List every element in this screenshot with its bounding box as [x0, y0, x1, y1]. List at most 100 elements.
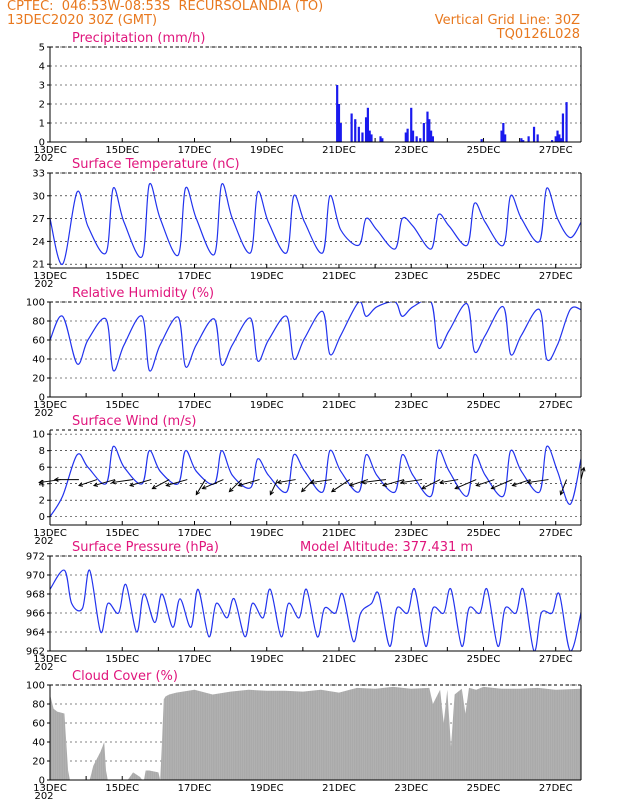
panel-title: Surface Wind (m/s)	[72, 414, 196, 429]
x-year-label: 202	[34, 791, 53, 800]
series-line	[50, 445, 581, 518]
precip-bar	[368, 130, 371, 142]
x-tick-label: 23DEC	[394, 783, 428, 794]
wind-vector-head	[511, 482, 517, 487]
x-tick-label: 15DEC	[105, 783, 139, 794]
x-tick-label: 27DEC	[539, 400, 573, 411]
precip-bar	[429, 130, 433, 142]
precip-bar	[404, 132, 407, 142]
wind-vector-head	[276, 479, 282, 485]
y-tick-label: 80	[32, 700, 45, 711]
y-tick-label: 0	[39, 138, 45, 149]
series-line	[50, 302, 581, 372]
precip-bar	[419, 138, 422, 142]
x-tick-label: 17DEC	[178, 528, 212, 539]
wind-vector-head	[400, 479, 405, 485]
panel-title: Surface Pressure (hPa)	[72, 540, 219, 555]
y-tick-label: 8	[39, 446, 45, 457]
x-tick-label: 27DEC	[539, 783, 573, 794]
wind-vector	[277, 479, 296, 484]
x-year-label: 202	[34, 536, 53, 547]
wind-vector	[152, 479, 170, 490]
y-tick-label: 5	[39, 43, 45, 54]
precip-bar	[502, 123, 505, 142]
panel-6: 0 20 40 60 80 100 13DEC 15DEC 17DEC 19DEC 21DEC 23D…	[26, 669, 582, 800]
precip-bar	[411, 130, 415, 142]
x-year-label: 202	[34, 153, 53, 164]
panel-title: Surface Temperature (nC)	[72, 157, 240, 172]
wind-vector-head	[151, 484, 157, 490]
header-station: CPTEC: 046:53W-08:53S RECURSOLANDIA (TO)	[7, 0, 324, 14]
x-tick-label: 23DEC	[394, 400, 428, 411]
x-tick-label: 19DEC	[250, 271, 284, 282]
panel-1: 0 1 2 3 4 5 13DEC 15DEC 17DEC 19DEC 21DEC 23DEC 25DE…	[33, 31, 582, 164]
wind-vector	[476, 479, 495, 487]
precip-bar	[364, 117, 368, 142]
wind-vector-head	[475, 482, 481, 487]
y-tick-label: 968	[26, 590, 45, 601]
precip-bar	[354, 119, 357, 142]
precip-bar	[415, 136, 418, 142]
wind-vector	[166, 479, 188, 487]
precip-bar	[536, 134, 539, 142]
wind-vector	[78, 479, 98, 487]
y-tick-label: 30	[32, 191, 45, 202]
wind-vector-head	[165, 482, 171, 487]
y-tick-label: 27	[32, 214, 45, 225]
y-tick-label: 40	[32, 738, 45, 749]
x-tick-label: 19DEC	[250, 783, 284, 794]
y-tick-label: 970	[26, 571, 45, 582]
y-tick-label: 33	[32, 169, 45, 180]
x-tick-label: 13DEC	[33, 145, 67, 156]
precip-bar	[556, 130, 559, 142]
wind-vector-head	[53, 477, 59, 482]
wind-vector-head	[490, 485, 496, 490]
precip-bar	[370, 134, 373, 142]
wind-vector	[512, 479, 531, 487]
wind-vector-head	[300, 487, 306, 493]
precip-bar	[522, 140, 525, 142]
model-altitude: Model Altitude: 377.431 m	[300, 540, 473, 555]
wind-vector-head	[580, 466, 586, 472]
wind-vector	[361, 479, 387, 484]
wind-vector-head	[38, 479, 44, 485]
wind-vector	[229, 479, 242, 492]
wind-vector	[202, 479, 224, 490]
precip-bar	[560, 138, 563, 142]
y-tick-label: 100	[26, 298, 45, 309]
x-tick-label: 19DEC	[250, 145, 284, 156]
precip-bar	[381, 138, 384, 142]
header-model-code: TQ0126L028	[496, 27, 580, 42]
y-tick-label: 3	[39, 81, 45, 92]
y-tick-label: 966	[26, 609, 45, 620]
precip-bar	[339, 123, 342, 142]
series-line	[50, 182, 581, 265]
series-line	[50, 569, 581, 651]
wind-vector-head	[526, 479, 532, 485]
precip-bar	[422, 123, 425, 142]
x-tick-label: 21DEC	[322, 654, 356, 665]
x-tick-label: 25DEC	[467, 145, 501, 156]
x-tick-label: 17DEC	[178, 654, 212, 665]
y-tick-label: 21	[32, 260, 45, 271]
x-tick-label: 15DEC	[105, 400, 139, 411]
precip-bar	[336, 85, 339, 142]
precip-bar	[350, 113, 353, 142]
precip-bar	[558, 134, 561, 142]
precip-bar	[527, 136, 530, 142]
wind-vector	[331, 479, 351, 492]
precip-bar	[561, 113, 565, 142]
wind-vector-head	[421, 485, 427, 490]
x-tick-label: 19DEC	[250, 528, 284, 539]
x-tick-label: 21DEC	[322, 783, 356, 794]
y-tick-label: 100	[26, 681, 45, 692]
x-tick-label: 15DEC	[105, 528, 139, 539]
x-tick-label: 23DEC	[394, 654, 428, 665]
precip-bar	[337, 104, 341, 142]
x-tick-label: 25DEC	[467, 654, 501, 665]
wind-vector	[400, 479, 423, 484]
precip-bar	[366, 107, 369, 142]
y-tick-label: 0	[39, 776, 45, 787]
y-tick-label: 0	[39, 512, 45, 523]
